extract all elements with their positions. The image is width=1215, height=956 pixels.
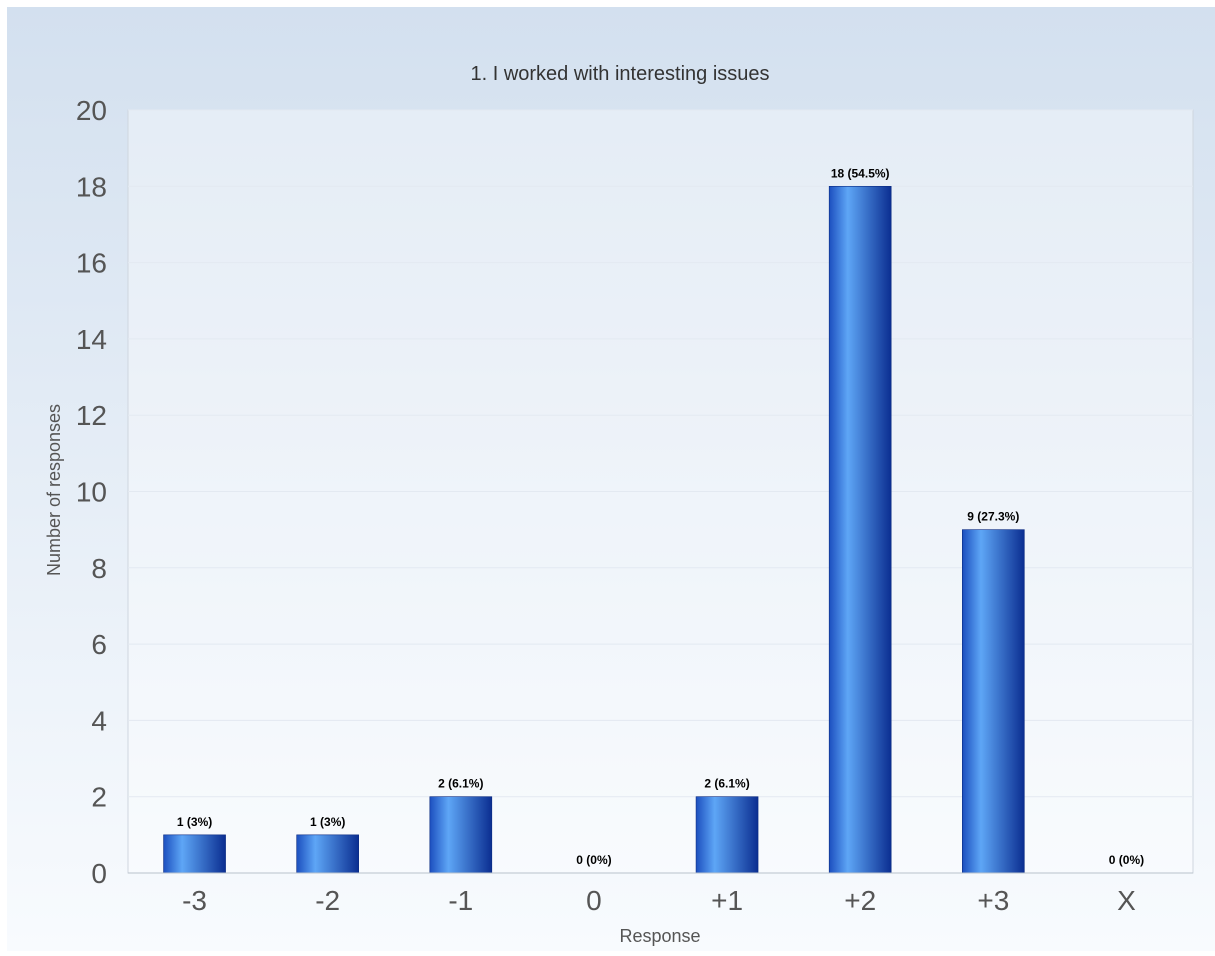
bar: [296, 834, 359, 874]
y-tick-label: 2: [91, 782, 107, 813]
bar: [695, 796, 759, 874]
y-tick-label: 14: [76, 324, 107, 355]
data-labels: 1 (3%) 1 (3%) 2 (6.1%) 0 (0%) 2 (6.1%) 18 (54…: [177, 166, 1144, 867]
y-tick-label: 0: [91, 858, 107, 889]
x-tick-label: +3: [977, 885, 1009, 916]
x-tick-label: X: [1117, 885, 1136, 916]
data-label: 1 (3%): [177, 815, 212, 829]
y-tick-label: 10: [76, 477, 107, 508]
bar: [962, 529, 1025, 874]
bar: [163, 834, 226, 874]
y-tick-label: 18: [76, 171, 107, 202]
y-tick-label: 20: [76, 95, 107, 126]
x-tick-label: 0: [586, 885, 602, 916]
x-tick-label: +2: [844, 885, 876, 916]
x-tick-label: -1: [448, 885, 473, 916]
data-label: 2 (6.1%): [704, 777, 749, 791]
data-label: 18 (54.5%): [831, 166, 890, 180]
chart-title: 1. I worked with interesting issues: [470, 63, 769, 85]
data-label: 1 (3%): [310, 815, 345, 829]
data-label: 9 (27.3%): [967, 510, 1019, 524]
y-tick-label: 8: [91, 553, 107, 584]
y-axis-ticks: 0 2 4 6 8 10 12 14 16 18 20: [76, 95, 107, 889]
y-tick-label: 16: [76, 248, 107, 279]
x-axis-ticks: -3 -2 -1 0 +1 +2 +3 X: [182, 885, 1136, 916]
data-label: 0 (0%): [576, 853, 611, 867]
bar: [429, 796, 493, 874]
bars: [163, 186, 1025, 874]
y-axis-label: Number of responses: [44, 404, 64, 576]
x-tick-label: +1: [711, 885, 743, 916]
data-label: 0 (0%): [1109, 853, 1144, 867]
x-tick-label: -2: [315, 885, 340, 916]
y-tick-label: 4: [91, 705, 107, 736]
y-tick-label: 6: [91, 629, 107, 660]
x-tick-label: -3: [182, 885, 207, 916]
y-tick-label: 12: [76, 400, 107, 431]
x-axis-label: Response: [619, 926, 700, 946]
bar: [828, 186, 892, 874]
data-label: 2 (6.1%): [438, 777, 483, 791]
